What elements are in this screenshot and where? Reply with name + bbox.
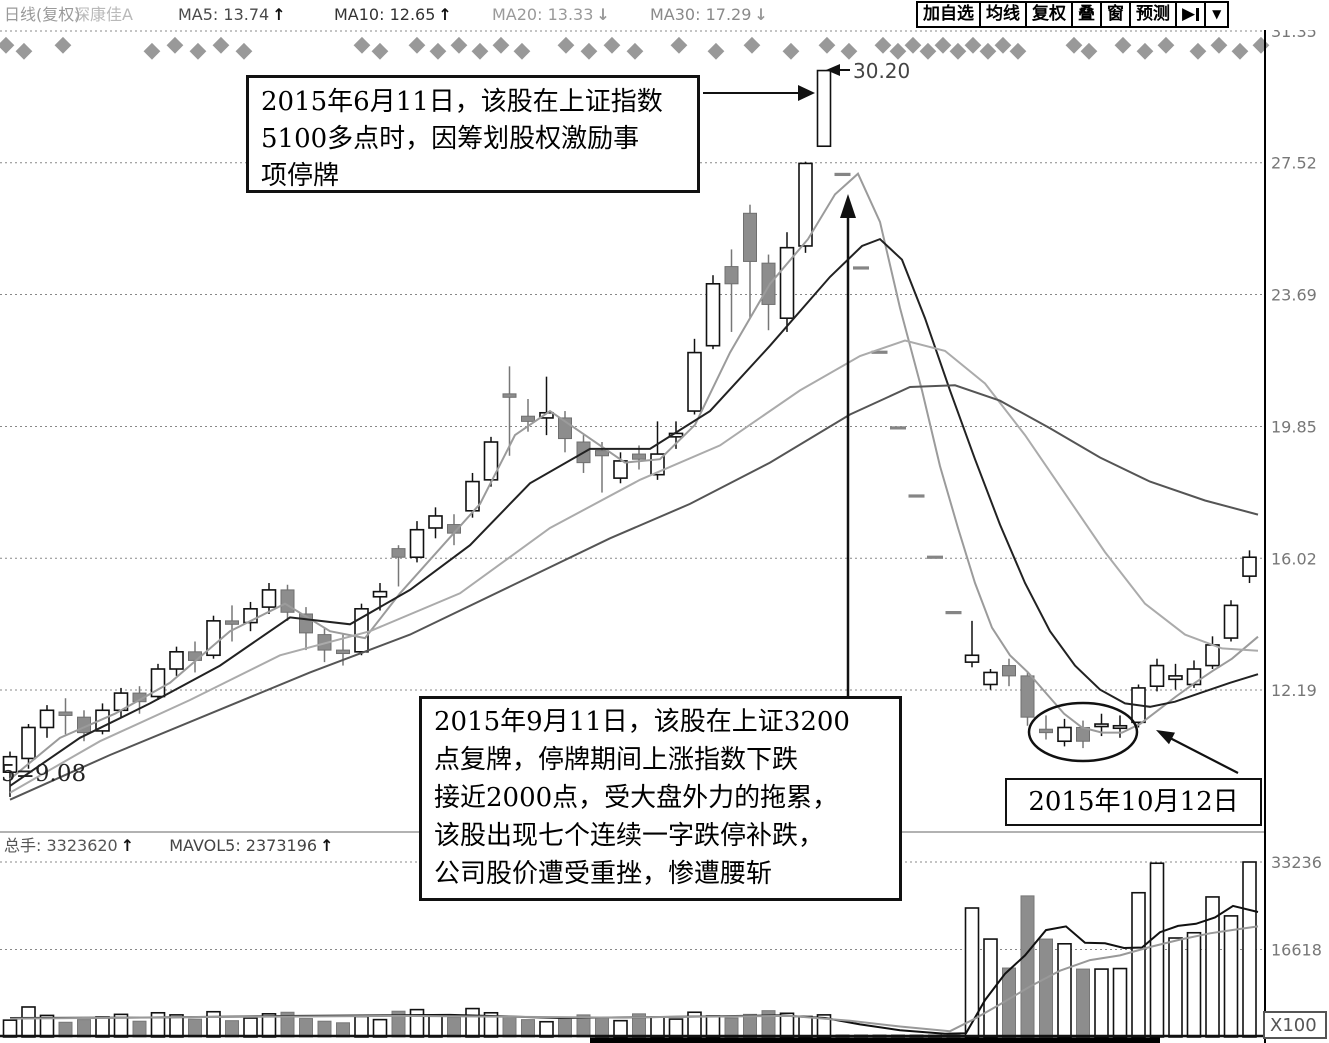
- toolbar: 日线(复权) 深康佳A MA5: 13.74 ↑ MA10: 12.65 ↑ MA2…: [0, 0, 1329, 30]
- svg-text:◆: ◆: [430, 38, 447, 63]
- toolbar-buttons: 加自选 均线 复权 叠 窗 预测 ▶ ▼: [916, 1, 1230, 28]
- svg-text:◆: ◆: [783, 38, 800, 63]
- chevron-down-icon: ▼: [1212, 7, 1222, 21]
- svg-text:◆: ◆: [1211, 32, 1228, 57]
- annotation-june-suspension: 2015年6月11日，该股在上证指数 5100多点时，因筹划股权激励事 项停牌: [246, 75, 700, 193]
- svg-text:◆: ◆: [1066, 32, 1083, 57]
- svg-text:◆: ◆: [558, 32, 575, 57]
- period-label[interactable]: 日线(复权): [4, 5, 81, 24]
- mavol5-label: MAVOL5: 2373196: [169, 836, 318, 855]
- ma5-readout: MA5: 13.74 ↑: [178, 0, 286, 30]
- svg-text:◆: ◆: [493, 32, 510, 57]
- svg-text:◆: ◆: [372, 38, 389, 63]
- next-icon: ▶: [1182, 4, 1196, 24]
- svg-text:23.69: 23.69: [1271, 285, 1317, 304]
- svg-text:◆: ◆: [451, 32, 468, 57]
- svg-text:◆: ◆: [1253, 32, 1270, 57]
- svg-text:19.85: 19.85: [1271, 418, 1317, 437]
- svg-text:◆: ◆: [409, 32, 426, 57]
- adjust-rights-button[interactable]: 复权: [1025, 1, 1073, 28]
- volume-header: 总手: 3323620 ↑ MAVOL5: 2373196 ↑: [4, 834, 333, 858]
- svg-text:◆: ◆: [905, 32, 922, 57]
- svg-text:◆: ◆: [841, 38, 858, 63]
- svg-text:◆: ◆: [1158, 32, 1175, 57]
- svg-text:◆: ◆: [236, 38, 253, 63]
- svg-text:◆: ◆: [950, 38, 967, 63]
- ma-lines-button[interactable]: 均线: [979, 1, 1027, 28]
- add-watchlist-button[interactable]: 加自选: [916, 1, 981, 28]
- svg-text:◆: ◆: [514, 38, 531, 63]
- svg-text:◆: ◆: [472, 38, 489, 63]
- svg-text:◆: ◆: [604, 32, 621, 57]
- svg-text:X100: X100: [1270, 1015, 1317, 1036]
- svg-text:16618: 16618: [1271, 941, 1322, 960]
- svg-text:◆: ◆: [55, 32, 72, 57]
- up-arrow-icon: ↑: [120, 836, 135, 855]
- svg-text:◆: ◆: [0, 32, 15, 57]
- svg-text:33236: 33236: [1271, 853, 1322, 872]
- total-volume-label: 总手: 3323620: [4, 836, 118, 855]
- ma10-value: MA10: 12.65: [334, 5, 436, 24]
- annotation-october-date: 2015年10月12日: [1005, 778, 1262, 826]
- ma30-value: MA30: 17.29: [650, 5, 752, 24]
- svg-text:◆: ◆: [213, 32, 230, 57]
- svg-text:◆: ◆: [935, 32, 952, 57]
- svg-text:◆: ◆: [354, 32, 371, 57]
- overlay-button[interactable]: 叠: [1071, 1, 1102, 28]
- down-arrow-icon: ↓: [754, 5, 768, 24]
- svg-text:◆: ◆: [144, 38, 161, 63]
- down-arrow-icon: ↓: [596, 5, 610, 24]
- ma20-readout: MA20: 13.33 ↓: [492, 0, 610, 30]
- next-stock-button[interactable]: ▶: [1175, 1, 1207, 28]
- svg-text:◆: ◆: [627, 38, 644, 63]
- svg-text:◆: ◆: [1190, 38, 1207, 63]
- svg-text:◆: ◆: [1081, 38, 1098, 63]
- svg-text:◆: ◆: [581, 38, 598, 63]
- forecast-button[interactable]: 预测: [1129, 1, 1177, 28]
- svg-text:12.19: 12.19: [1271, 681, 1317, 700]
- svg-text:◆: ◆: [190, 38, 207, 63]
- svg-text:30.20: 30.20: [853, 59, 910, 83]
- up-arrow-icon: ↑: [438, 5, 452, 24]
- up-arrow-icon: ↑: [320, 836, 334, 855]
- ma5-value: MA5: 13.74: [178, 5, 270, 24]
- svg-text:◆: ◆: [965, 32, 982, 57]
- svg-text:5=9.08: 5=9.08: [1, 761, 86, 787]
- dropdown-button[interactable]: ▼: [1204, 1, 1230, 28]
- svg-text:◆: ◆: [819, 32, 836, 57]
- svg-text:16.02: 16.02: [1271, 549, 1317, 568]
- svg-text:◆: ◆: [708, 38, 725, 63]
- svg-text:◆: ◆: [1232, 38, 1249, 63]
- svg-text:◆: ◆: [16, 38, 33, 63]
- annotation-september-resume: 2015年9月11日，该股在上证3200 点复牌，停牌期间上涨指数下跌 接近20…: [419, 696, 902, 901]
- stock-name: 深康佳A: [74, 5, 133, 24]
- svg-text:◆: ◆: [890, 38, 907, 63]
- up-arrow-icon: ↑: [272, 5, 286, 24]
- bar-icon: [1196, 8, 1200, 21]
- svg-text:27.52: 27.52: [1271, 154, 1317, 173]
- svg-text:◆: ◆: [920, 38, 937, 63]
- svg-text:◆: ◆: [1137, 38, 1154, 63]
- svg-text:◆: ◆: [995, 32, 1012, 57]
- svg-text:◆: ◆: [875, 32, 892, 57]
- window-button[interactable]: 窗: [1100, 1, 1131, 28]
- svg-text:◆: ◆: [167, 32, 184, 57]
- svg-text:◆: ◆: [1010, 38, 1027, 63]
- ma30-readout: MA30: 17.29 ↓: [650, 0, 768, 30]
- ma10-readout: MA10: 12.65 ↑: [334, 0, 452, 30]
- svg-text:◆: ◆: [671, 32, 688, 57]
- svg-text:◆: ◆: [1115, 32, 1132, 57]
- svg-text:◆: ◆: [744, 32, 761, 57]
- ma20-value: MA20: 13.33: [492, 5, 594, 24]
- svg-text:◆: ◆: [980, 38, 997, 63]
